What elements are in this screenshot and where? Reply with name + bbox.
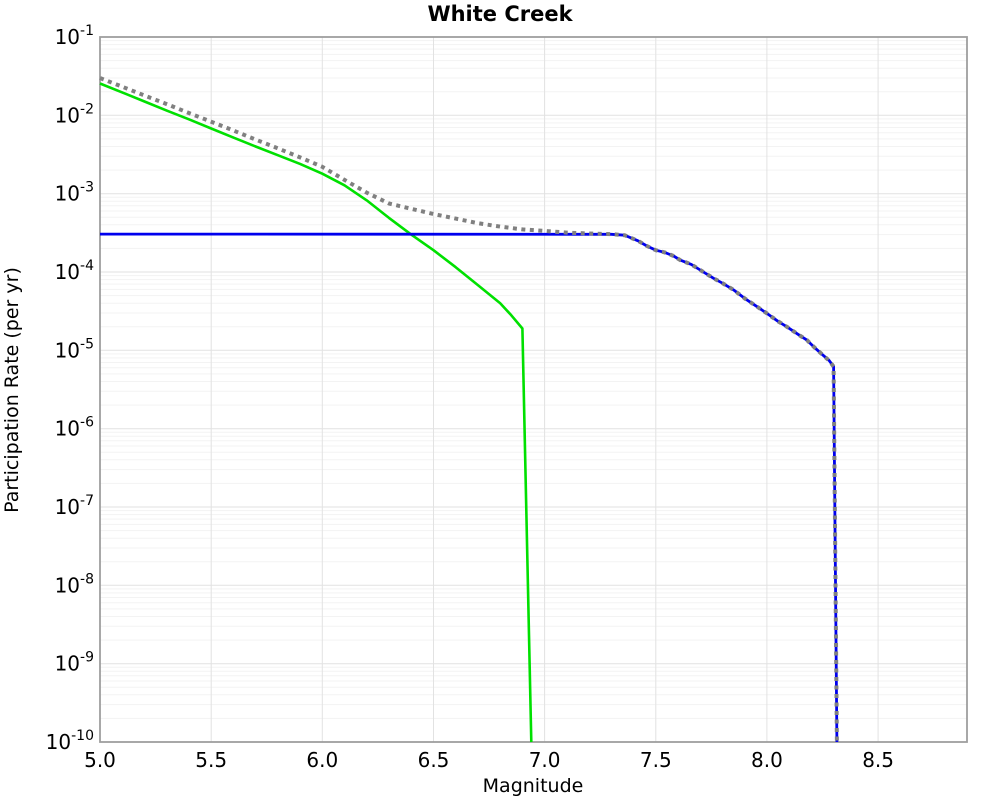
major-gridlines bbox=[100, 37, 967, 742]
chart-title: White Creek bbox=[427, 2, 573, 26]
y-tick-label: 10-6 bbox=[55, 415, 95, 441]
x-tick-label: 6.0 bbox=[306, 748, 338, 772]
plot-border bbox=[99, 36, 968, 743]
x-tick-label: 5.0 bbox=[84, 748, 116, 772]
x-axis-tick-labels: 5.0 5.5 6.0 6.5 7.0 7.5 8.0 8.5 bbox=[84, 748, 894, 772]
y-tick-label: 10-10 bbox=[46, 728, 94, 754]
y-axis-label: Participation Rate (per yr) bbox=[1, 267, 23, 513]
data-series bbox=[99, 76, 839, 743]
x-tick-label: 7.5 bbox=[640, 748, 672, 772]
x-tick-label: 8.0 bbox=[751, 748, 783, 772]
x-tick-label: 6.5 bbox=[418, 748, 450, 772]
y-tick-label: 10-2 bbox=[55, 101, 94, 127]
x-axis-label: Magnitude bbox=[483, 775, 584, 797]
y-tick-label: 10-5 bbox=[55, 336, 94, 362]
blue-solid-curve bbox=[99, 232, 839, 743]
y-tick-label: 10-8 bbox=[55, 571, 94, 597]
y-tick-label: 10-3 bbox=[55, 180, 94, 206]
green-solid-curve bbox=[99, 82, 533, 743]
y-tick-label: 10-1 bbox=[55, 23, 94, 49]
x-tick-label: 5.5 bbox=[195, 748, 227, 772]
y-tick-label: 10-9 bbox=[55, 650, 94, 676]
minor-gridlines bbox=[100, 40, 967, 719]
y-tick-label: 10-4 bbox=[55, 258, 95, 284]
gray-dotted-curve bbox=[99, 76, 839, 743]
x-tick-label: 8.5 bbox=[862, 748, 894, 772]
x-tick-label: 7.0 bbox=[529, 748, 561, 772]
y-axis-tick-labels: 10-1 10-2 10-3 10-4 10-5 10-6 10-7 10-8 10-9 10-1… bbox=[46, 23, 94, 754]
y-tick-label: 10-7 bbox=[55, 493, 94, 519]
